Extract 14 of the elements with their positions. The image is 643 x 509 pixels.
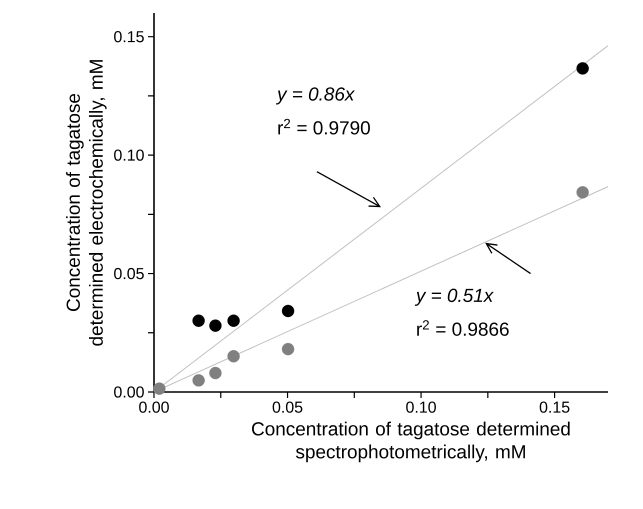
annotation: r$^{2}$ = 0.9790	[278, 118, 370, 135]
y-tick-label: 0.05	[114, 268, 144, 280]
y-axis-title: Concentration of tagatose determined electrochemically, mM	[66, 60, 107, 346]
y-tick-label: 0.00	[114, 386, 144, 398]
annotation: y = 0.86x	[276, 87, 355, 104]
x-axis-title: Concentration of tagatose determined spectrophotometrically, mM	[252, 422, 570, 462]
y-tick-label: 0.15	[114, 31, 144, 42]
annotation: r$^{2}$ = 0.9866	[417, 320, 509, 336]
y-tick-label: 0.10	[114, 149, 144, 161]
x-tick-label: 0.00	[139, 402, 169, 413]
x-tick-label: 0.05	[272, 402, 302, 413]
x-tick-label: 0.15	[540, 402, 570, 413]
x-tick-label: 0.10	[406, 402, 436, 413]
annotation: y = 0.51x	[414, 288, 494, 306]
